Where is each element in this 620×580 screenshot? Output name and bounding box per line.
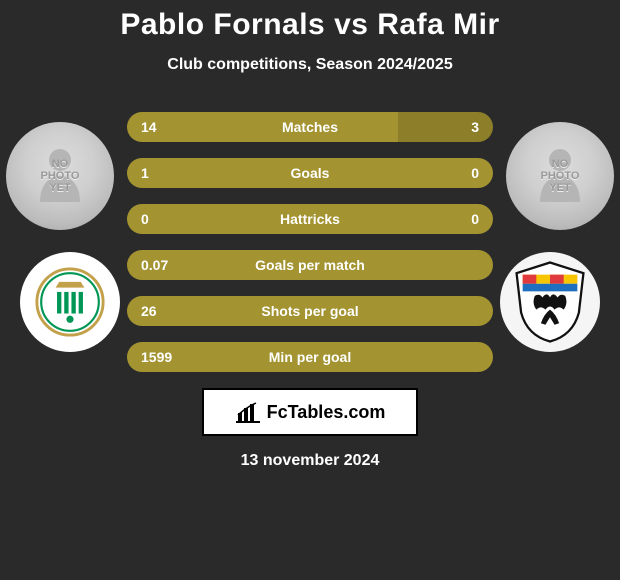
club-badge-right	[500, 252, 600, 352]
stat-row: Matches 14 3	[127, 112, 493, 142]
brand-label: FcTables.com	[267, 402, 386, 423]
stat-row: Shots per goal 26	[127, 296, 493, 326]
avatar-line: YET	[541, 182, 580, 194]
stat-label: Matches	[282, 119, 338, 135]
stat-value-left: 14	[141, 119, 157, 135]
stat-value-left: 26	[141, 303, 157, 319]
stat-row: Min per goal 1599	[127, 342, 493, 372]
player-avatar-left: NO PHOTO YET	[6, 122, 114, 230]
stat-value-left: 1	[141, 165, 149, 181]
stat-label: Goals	[291, 165, 330, 181]
avatar-line: PHOTO	[541, 170, 580, 182]
stat-row: Goals per match 0.07	[127, 250, 493, 280]
stat-value-right: 0	[471, 211, 479, 227]
footer-date: 13 november 2024	[241, 452, 380, 470]
footer-brand-card: FcTables.com	[202, 388, 418, 436]
club-badge-left	[20, 252, 120, 352]
stat-label: Min per goal	[269, 349, 351, 365]
avatar-line: NO	[541, 158, 580, 170]
stat-value-right: 0	[471, 165, 479, 181]
betis-badge-icon	[34, 266, 106, 338]
page-title: Pablo Fornals vs Rafa Mir	[120, 8, 499, 42]
avatar-placeholder-text: NO PHOTO YET	[41, 158, 80, 194]
avatar-line: NO	[41, 158, 80, 170]
page-subtitle: Club competitions, Season 2024/2025	[167, 56, 452, 74]
player-avatar-right: NO PHOTO YET	[506, 122, 614, 230]
stat-row: Goals 1 0	[127, 158, 493, 188]
stat-label: Shots per goal	[261, 303, 358, 319]
avatar-line: PHOTO	[41, 170, 80, 182]
stat-label: Goals per match	[255, 257, 365, 273]
stat-value-left: 0.07	[141, 257, 168, 273]
bar-chart-icon	[235, 401, 261, 423]
stat-value-left: 0	[141, 211, 149, 227]
avatar-line: YET	[41, 182, 80, 194]
stat-value-left: 1599	[141, 349, 172, 365]
stat-value-right: 3	[471, 119, 479, 135]
stat-label: Hattricks	[280, 211, 340, 227]
stat-bar-left	[127, 112, 398, 142]
stat-row: Hattricks 0 0	[127, 204, 493, 234]
avatar-placeholder-text: NO PHOTO YET	[541, 158, 580, 194]
comparison-card: Pablo Fornals vs Rafa Mir Club competiti…	[0, 0, 620, 580]
valencia-badge-icon	[512, 259, 588, 345]
